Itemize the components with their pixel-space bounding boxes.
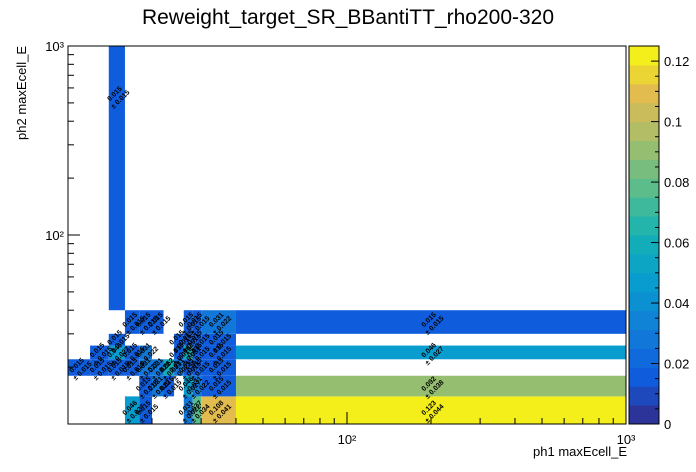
- heatmap-cell: [192, 310, 202, 334]
- colorbar-segment: [629, 46, 659, 66]
- axes-layer: 10² 10³ 10² 10³: [45, 39, 636, 447]
- colorbar-segment: [629, 83, 659, 104]
- heatmap-cell: [235, 310, 626, 334]
- heatmap-cell: [201, 333, 236, 346]
- heatmap-cell: [192, 396, 202, 424]
- heatmap-cell: [108, 359, 125, 376]
- heatmap-cell: [235, 375, 626, 397]
- colorbar-segment: [629, 216, 659, 236]
- colorbar-tick-label: 0.02: [664, 357, 689, 372]
- colorbar-segment: [629, 253, 659, 274]
- heatmap-cell: [68, 359, 91, 376]
- colorbar-segment: [629, 64, 659, 85]
- y-axis-label: ph2 maxEcell_E: [14, 46, 29, 140]
- colorbar-segment: [629, 159, 659, 179]
- heatmap-cell: [201, 310, 236, 334]
- heatmap-cell: [124, 396, 140, 424]
- heatmap-cell: [174, 333, 184, 346]
- colorbar-tick-label: 0.06: [664, 236, 689, 251]
- cells-layer: [68, 46, 626, 424]
- y-tick-label: 10²: [45, 228, 64, 243]
- colorbar-tick-label: 0: [664, 417, 671, 432]
- heatmap-cell: [235, 345, 626, 360]
- heatmap-cell: [192, 333, 202, 346]
- heatmap-cell: [139, 345, 152, 360]
- colorbar-tick-label: 0.04: [664, 296, 689, 311]
- heatmap-cell: [139, 396, 152, 424]
- heatmap-cell: [124, 345, 140, 360]
- heatmap-cell: [90, 345, 109, 360]
- heatmap-cell: [139, 359, 152, 376]
- colorbar-segment: [629, 367, 659, 387]
- heatmap-cell: [201, 345, 236, 360]
- heatmap-cell: [183, 333, 193, 346]
- heatmap-cell: [124, 359, 140, 376]
- heatmap-cell: [183, 345, 193, 360]
- heatmap-cell: [183, 375, 193, 397]
- colorbar-frame: [628, 45, 660, 425]
- heatmap-cell: [124, 310, 140, 334]
- heatmap-cell: [151, 375, 164, 397]
- colorbar-segment: [629, 386, 659, 406]
- colorbar-segment: [629, 197, 659, 217]
- colorbar-segment: [629, 310, 659, 330]
- heatmap-cell: [139, 310, 152, 334]
- heatmap-cell: [192, 359, 202, 376]
- colorbar: 0 0.02 0.04 0.06 0.08 0.1 0.12: [628, 45, 689, 432]
- heatmap-cell: [174, 345, 184, 360]
- cell-value-label: 0.015± 0.015: [104, 83, 131, 110]
- heatmap-cell: [108, 46, 125, 311]
- chart-title: Reweight_target_SR_BBantiTT_rho200-320: [141, 6, 555, 29]
- colorbar-tick-label: 0.1: [664, 115, 682, 130]
- colorbar-segment: [629, 348, 659, 368]
- heatmap-cell: [151, 310, 164, 334]
- heatmap-cell: [201, 375, 236, 397]
- heatmap-cell: [151, 359, 164, 376]
- colorbar-segment: [629, 178, 659, 198]
- heatmap-cell: [183, 359, 193, 376]
- colorbar-segment: [629, 291, 659, 312]
- heatmap-cell: [201, 396, 236, 424]
- colorbar-segment: [629, 272, 659, 293]
- x-tick-label: 10²: [338, 432, 357, 447]
- heatmap-cell: [163, 375, 175, 397]
- heatmap-cell: [163, 359, 175, 376]
- heatmap-cell: [192, 345, 202, 360]
- colorbar-tick-label: 0.08: [664, 175, 689, 190]
- colorbar-segment: [629, 405, 659, 425]
- x-axis-label: ph1 maxEcell_E: [533, 444, 627, 459]
- colorbar-segment: [629, 329, 659, 349]
- colorbar-tick-label: 0.12: [664, 54, 689, 69]
- cell-value-label: 0.046± 0.027: [419, 340, 446, 367]
- heatmap-cell: [90, 359, 109, 376]
- colorbar-segment: [629, 140, 659, 160]
- heatmap-cell: [183, 310, 193, 334]
- colorbar-segment: [629, 102, 659, 123]
- heatmap-cell: [183, 396, 193, 424]
- y-tick-label: 10³: [45, 39, 64, 54]
- heatmap-cell: [174, 359, 184, 376]
- colorbar-segment: [629, 121, 659, 141]
- heatmap-cell: [192, 375, 202, 397]
- heatmap-cell: [201, 359, 236, 376]
- heatmap-cell: [139, 375, 152, 397]
- heatmap-cell: [108, 333, 125, 346]
- heatmap-cell: [108, 345, 125, 360]
- colorbar-segment: [629, 235, 659, 255]
- x-tick-label: 10³: [617, 432, 636, 447]
